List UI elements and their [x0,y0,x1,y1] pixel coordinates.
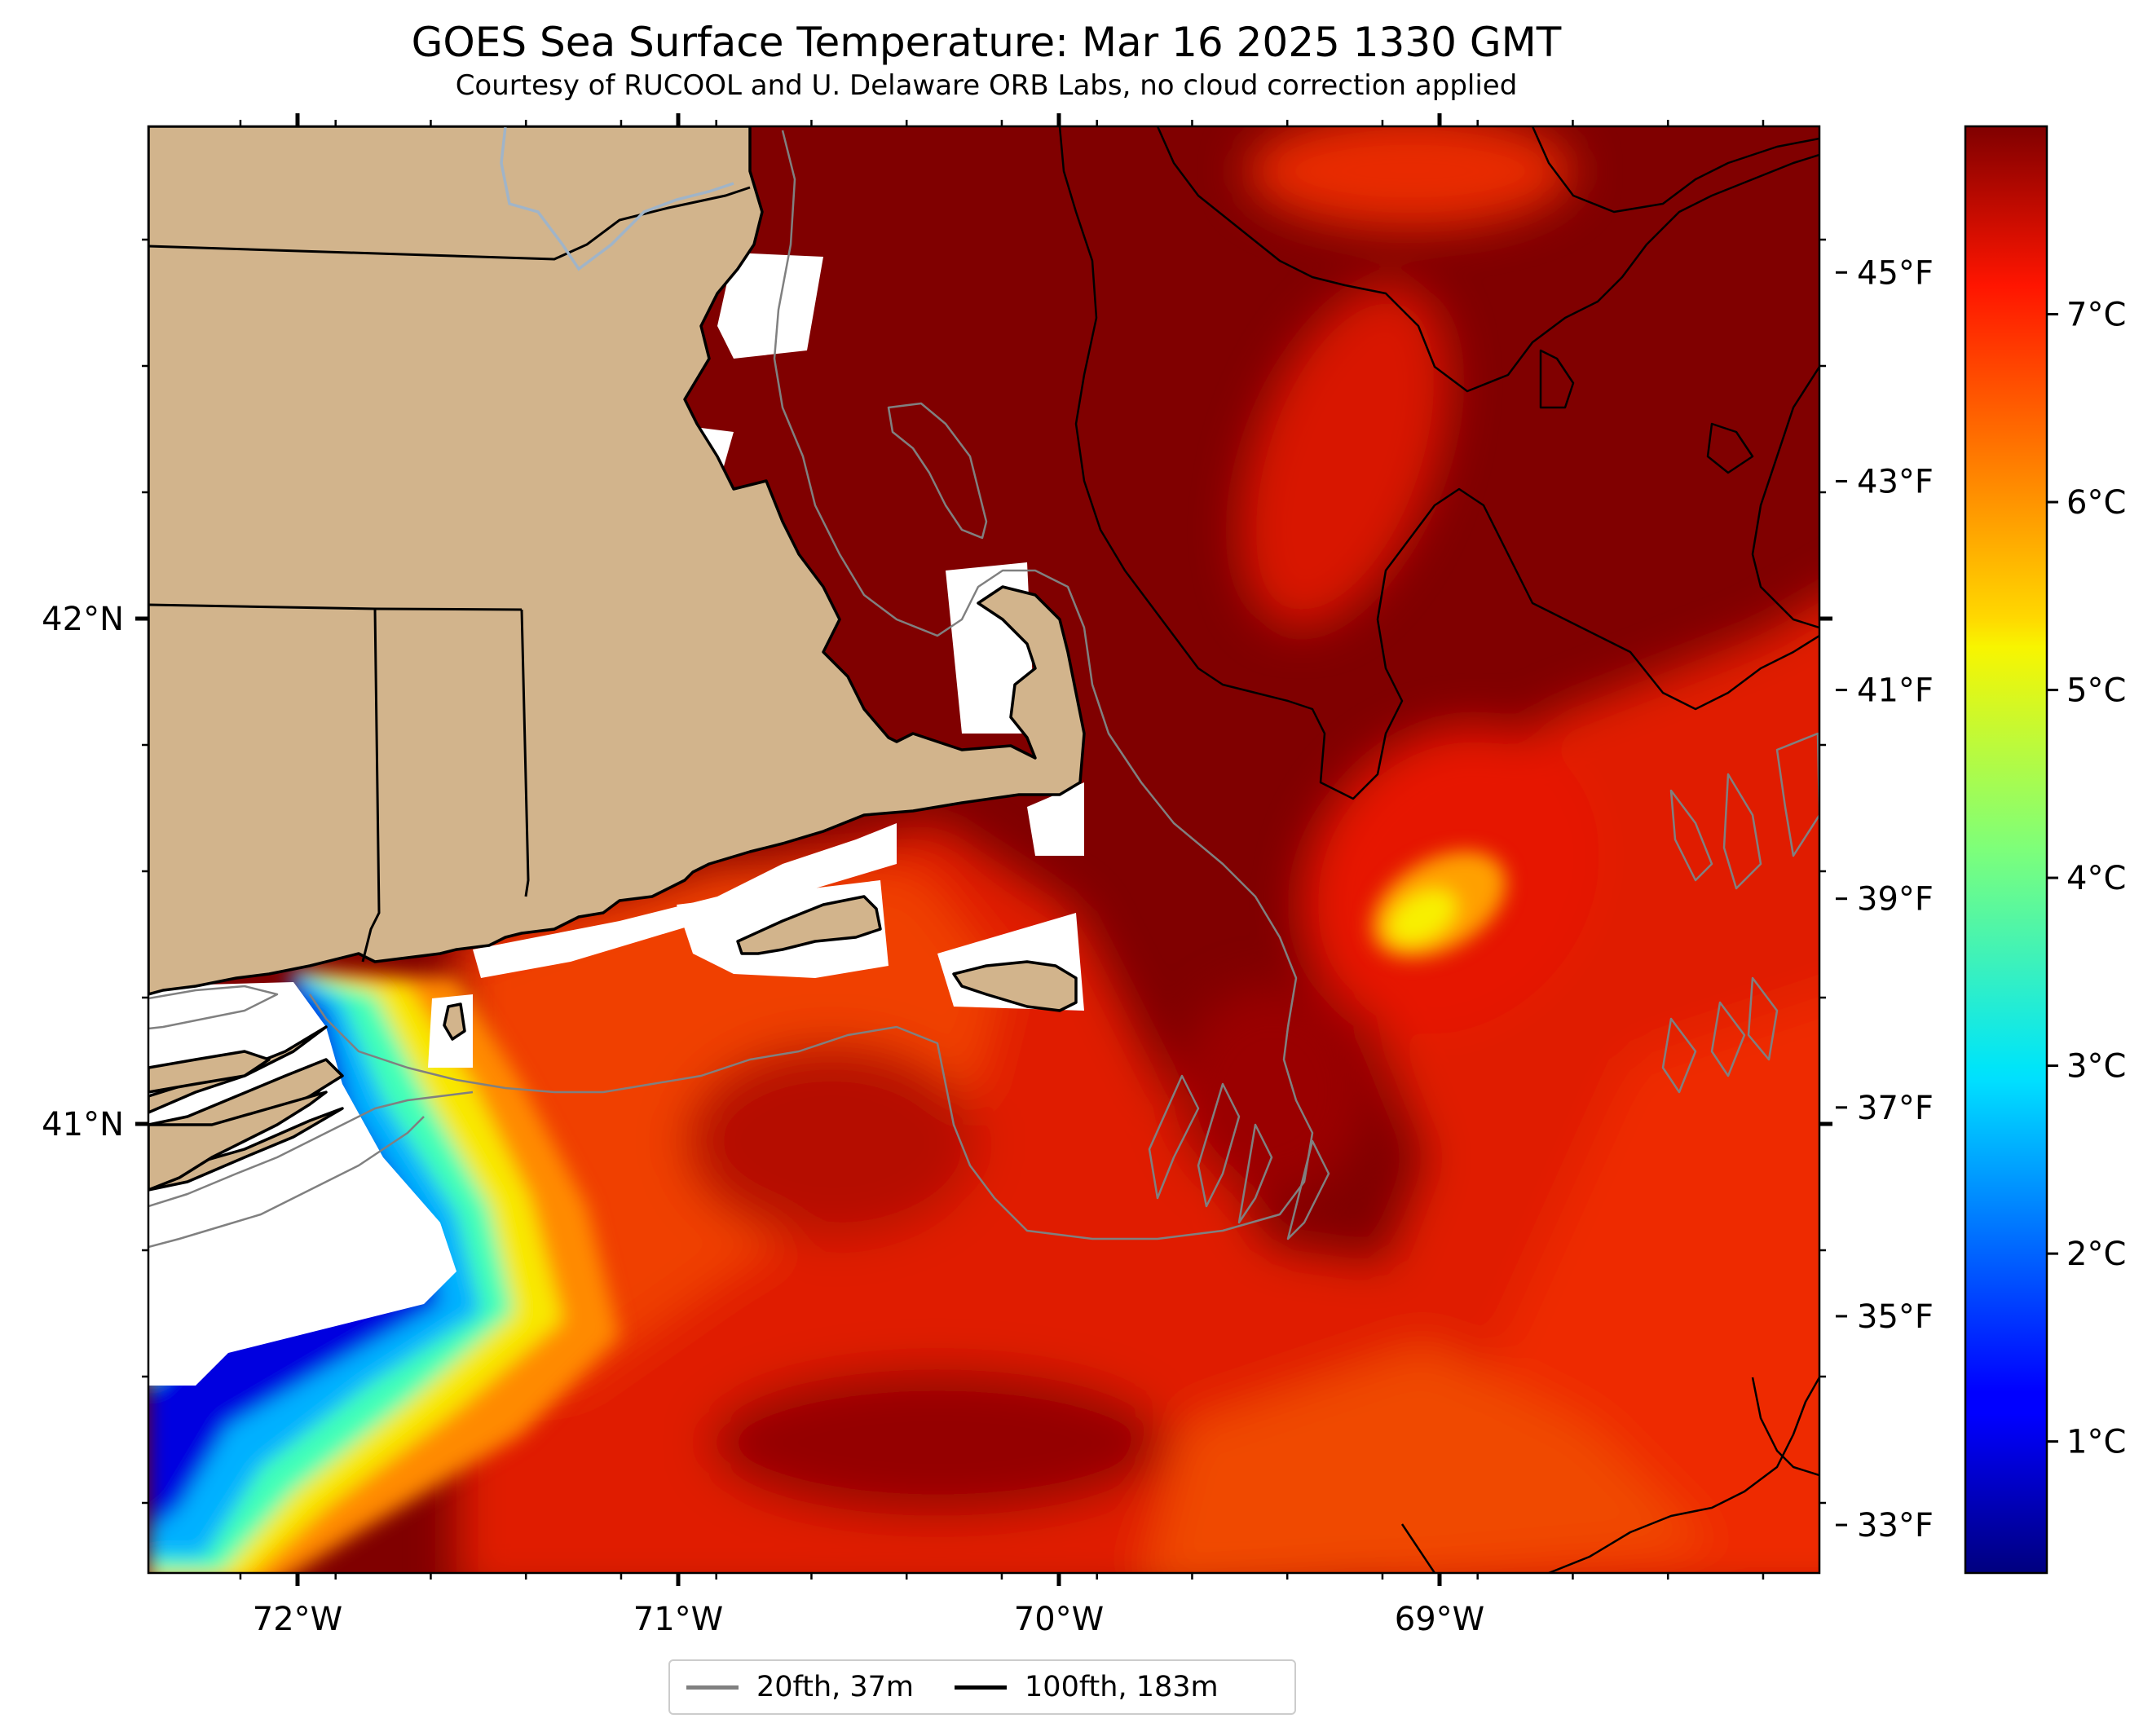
legend-line-gray [686,1685,739,1690]
colorbar-fahrenheit-label: 43°F [1857,463,1934,500]
coastal-no-data [473,823,897,978]
land [148,126,1086,1192]
colorbar-fahrenheit-label: 45°F [1857,254,1934,292]
longitude-ticks: 72°W 71°W 70°W 69°W [239,113,1765,1638]
colorbar-fahrenheit-label: 37°F [1857,1090,1934,1127]
colorbar: 1°C 2°C 3°C 4°C 5°C 6°C 7°C 33°F 35°F 37°F 39°F 41°… [1836,125,2126,1575]
lon-tick-label: 72°W [253,1601,342,1638]
lon-tick-label: 71°W [633,1601,723,1638]
colorbar-fahrenheit-label: 33°F [1857,1507,1934,1544]
colorbar-ticks: 1°C 2°C 3°C 4°C 5°C 6°C 7°C 33°F 35°F 37°F 39°F 41°… [1836,254,2126,1544]
sst-map-area [148,126,1819,1573]
colorbar-celsius-label: 4°C [2066,860,2126,897]
legend-item-20fth: 20fth, 37m [686,1671,914,1703]
map-frame [147,125,1821,1575]
river [500,126,734,271]
colorbar-celsius-label: 7°C [2066,297,2126,334]
contour-100fth [1058,126,1819,1573]
map-subtitle: Courtesy of RUCOOL and U. Delaware ORB L… [455,69,1518,102]
legend-label: 100fth, 183m [1025,1671,1219,1703]
state-borders [148,186,751,963]
lon-tick-label: 69°W [1395,1601,1484,1638]
colorbar-celsius-label: 3°C [2066,1048,2126,1086]
colorbar-celsius-label: 1°C [2066,1424,2126,1461]
legend-line-black [955,1685,1008,1690]
legend-item-100fth: 100fth, 183m [955,1671,1219,1703]
latitude-ticks: 42°N 41°N [42,238,1832,1505]
colorbar-celsius-label: 2°C [2066,1236,2126,1273]
colorbar-celsius-label: 5°C [2066,672,2126,710]
no-data-patch [1027,782,1084,856]
colorbar-gradient [1964,125,2048,1575]
sst-field [456,126,1819,1573]
legend-label: 20fth, 37m [756,1671,915,1703]
contour-legend: 20fth, 37m 100fth, 183m [668,1659,1296,1715]
lat-tick-label: 41°N [42,1106,124,1143]
lon-tick-label: 70°W [1014,1601,1104,1638]
colorbar-celsius-label: 6°C [2066,484,2126,522]
colorbar-fahrenheit-label: 41°F [1857,672,1934,710]
colorbar-fahrenheit-label: 35°F [1857,1298,1934,1336]
contour-20fth [148,130,1819,1249]
lat-tick-label: 42°N [42,601,124,638]
map-title: GOES Sea Surface Temperature: Mar 16 202… [411,19,1562,66]
warm-blob [1371,851,1506,958]
colorbar-fahrenheit-label: 39°F [1857,881,1934,919]
no-data-patch [717,253,823,359]
